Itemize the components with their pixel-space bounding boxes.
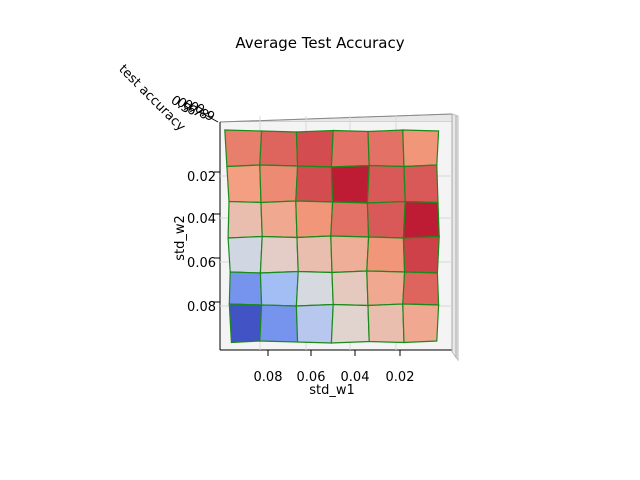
y-tick-label: 0.02	[187, 170, 216, 185]
heatmap-cell	[367, 129, 405, 168]
heatmap-cell	[260, 200, 298, 239]
heatmap-cell	[402, 303, 440, 344]
heatmap-cell	[330, 164, 370, 204]
heatmap-cell	[259, 130, 299, 167]
heatmap-cell	[259, 304, 299, 343]
heatmap-cell	[259, 235, 299, 274]
heatmap-cell	[295, 165, 334, 203]
x-axis-title: std_w1	[309, 383, 355, 398]
x-tick-label: 0.04	[341, 370, 370, 385]
x-tick-label: 0.08	[254, 370, 283, 385]
heatmap-cell	[295, 200, 334, 239]
heatmap-cell	[402, 271, 440, 306]
heatmap-cell	[296, 235, 333, 274]
y-tick-label: 0.06	[187, 256, 216, 271]
heatmap-cell	[403, 164, 439, 204]
heatmap-cell	[331, 270, 369, 307]
heatmap-cells	[224, 129, 440, 344]
heatmap-cell	[366, 270, 406, 307]
heatmap-cell	[366, 164, 406, 204]
top-axis-line	[219, 113, 453, 123]
z-axis-ticks: 0.50.60.70.80.9	[168, 93, 219, 125]
x-tick-label: 0.06	[297, 370, 326, 385]
heatmap-cell	[330, 235, 370, 274]
heatmap-cell	[224, 129, 263, 168]
chart-title: Average Test Accuracy	[235, 34, 405, 52]
heatmap-cell	[295, 129, 334, 168]
heatmap-cell	[402, 235, 440, 274]
heatmap-cell	[330, 129, 370, 168]
heatmap-cell	[227, 200, 263, 239]
y-tick-label: 0.08	[187, 300, 216, 315]
z-axis-line	[199, 111, 219, 123]
heatmap-cell	[259, 164, 299, 204]
y-tick-label: 0.04	[187, 212, 216, 227]
heatmap-cell	[367, 303, 405, 344]
heatmap-cell	[295, 270, 334, 307]
heatmap-cell	[228, 303, 263, 344]
heatmap-cell	[402, 129, 440, 168]
heatmap-cell	[330, 303, 370, 344]
heatmap-cell	[366, 236, 406, 273]
heatmap-cell	[402, 200, 440, 239]
heatmap-cell	[226, 164, 262, 204]
axis-ticks: 0.08 0.06 0.04 0.02 0.02 0.04 0.06 0.08	[187, 170, 414, 385]
heatmap-cell	[295, 303, 334, 344]
heatmap-cell	[366, 200, 406, 239]
heatmap-cell	[228, 271, 263, 306]
heatmap-cell	[330, 201, 370, 238]
x-tick-label: 0.02	[386, 370, 415, 385]
heatmap-cell	[259, 270, 299, 307]
heatmap-cell	[227, 235, 263, 274]
y-axis-title: std_w2	[173, 215, 188, 261]
